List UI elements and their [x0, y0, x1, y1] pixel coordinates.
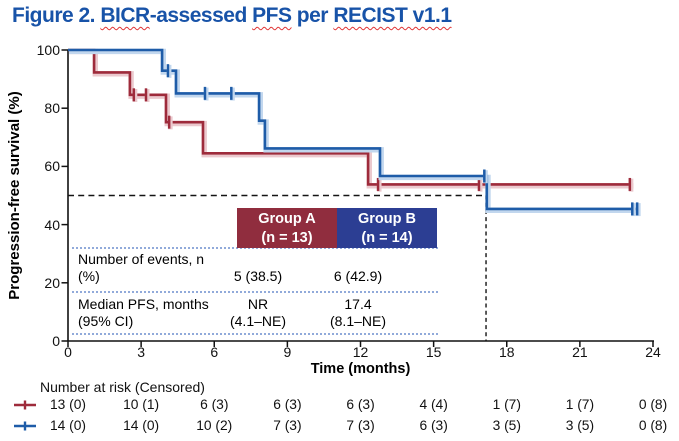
x-tick-label: 3 [137, 344, 146, 360]
risk-cell: 6 (3) [346, 397, 375, 412]
risk-cell: 10 (2) [196, 417, 233, 433]
risk-cell: 1 (7) [492, 397, 521, 412]
x-tick-label: 15 [425, 344, 442, 360]
title-word-misspelled: BICR [100, 4, 150, 27]
table-row-label: Median PFS, months (95% CI) [78, 296, 209, 329]
y-tick-label: 0 [52, 333, 60, 349]
x-tick-label: 0 [64, 344, 72, 360]
label-line1: Median PFS, months [78, 296, 209, 312]
group-b-header: Group B (n = 14) [337, 208, 437, 248]
value-line2: 6 (42.9) [333, 267, 383, 284]
title-word: Figure 2. [12, 4, 101, 27]
risk-cell: 7 (3) [346, 417, 375, 433]
risk-cell: 14 (0) [49, 417, 87, 433]
label-line1: Number of events, n [78, 251, 205, 267]
table-row-label: Number of events, n (%) [78, 251, 204, 284]
risk-cell: 0 (8) [638, 397, 668, 412]
label-line2: (95% CI) [78, 312, 134, 329]
risk-cell: 3 (5) [492, 417, 521, 433]
y-axis-label: Progression-free survival (%) [6, 91, 23, 300]
x-axis-label: Time (months) [310, 361, 411, 377]
x-tick-label: 12 [352, 344, 369, 360]
group-a-curve [68, 48, 633, 186]
risk-cell: 0 (8) [638, 417, 668, 433]
table-value: 17.4 (8.1–NE) [301, 296, 415, 329]
value-line1: NR [247, 296, 269, 312]
title-word-misspelled: RECIST v1.1 [333, 4, 452, 27]
risk-cell: 1 (7) [565, 397, 595, 412]
y-tick-label: 100 [36, 42, 60, 58]
header-line1: Group A [258, 211, 316, 227]
table-divider [72, 247, 438, 249]
y-tick-label: 60 [44, 158, 60, 175]
table-value: 5 (38.5) [201, 251, 315, 284]
x-tick-label: 21 [572, 344, 588, 360]
header-line2: (n = 14) [361, 229, 413, 246]
value-line1: 17.4 [344, 296, 372, 312]
table-divider [72, 333, 438, 335]
title-word: -assessed [149, 4, 253, 27]
risk-caption: Number at risk (Censored) [40, 379, 205, 395]
figure-title: Figure 2. BICR-assessed PFS per RECIST v… [12, 4, 452, 28]
value-line1 [301, 251, 415, 268]
value-line2: 5 (38.5) [233, 267, 283, 284]
value-line1 [201, 251, 315, 268]
y-tick-label: 80 [44, 100, 60, 117]
title-word-misspelled: PFS [252, 4, 292, 27]
y-tick-label: 40 [44, 216, 60, 233]
label-line2: (%) [78, 267, 100, 284]
table-divider [72, 291, 438, 293]
table-value: 6 (42.9) [301, 251, 415, 284]
group-a-line-icon [14, 400, 36, 410]
header-line1: Group B [358, 211, 416, 227]
y-tick-label: 20 [44, 274, 60, 291]
group-a-curve-halo [69, 48, 634, 189]
title-word: per [291, 4, 334, 27]
risk-cell: 10 (1) [123, 397, 160, 412]
value-line2: (8.1–NE) [329, 312, 387, 329]
risk-cell: 4 (4) [419, 397, 448, 412]
group-b-line-icon [14, 421, 36, 430]
risk-cell: 14 (0) [123, 417, 160, 433]
x-tick-label: 24 [645, 344, 661, 360]
risk-cell: 13 (0) [49, 397, 87, 412]
risk-cell: 6 (3) [200, 397, 229, 412]
risk-cell: 6 (3) [419, 417, 448, 433]
x-tick-label: 9 [283, 344, 292, 360]
header-line2: (n = 13) [261, 229, 313, 246]
risk-cell: 7 (3) [273, 417, 302, 433]
x-tick-label: 18 [498, 344, 515, 360]
group-b-curve [68, 48, 639, 211]
risk-cell: 3 (5) [565, 417, 595, 433]
group-a-header: Group A (n = 13) [237, 208, 337, 248]
table-value: NR (4.1–NE) [201, 296, 315, 329]
x-tick-label: 6 [210, 344, 219, 360]
value-line2: (4.1–NE) [229, 312, 287, 329]
group-b-curve-halo [69, 48, 640, 213]
risk-cell: 6 (3) [273, 397, 302, 412]
